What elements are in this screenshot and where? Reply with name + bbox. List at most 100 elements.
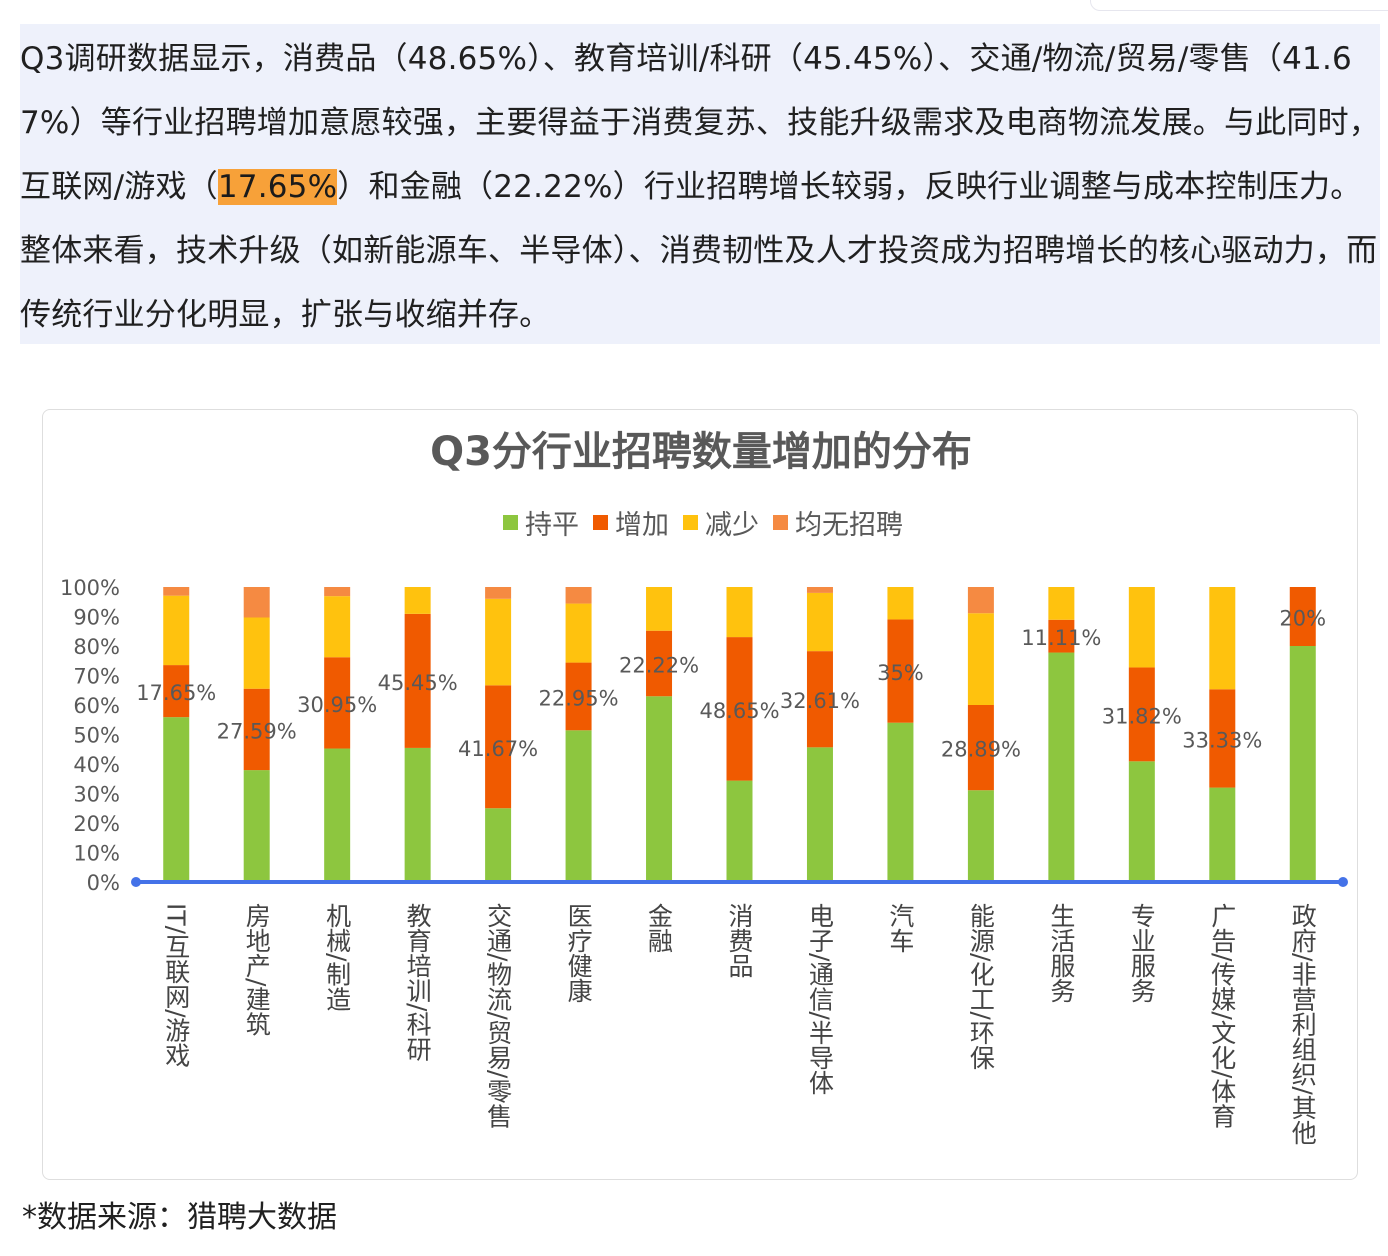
legend-swatch-2 bbox=[593, 515, 608, 530]
bar-segment-持平 bbox=[1048, 652, 1075, 882]
bar-segment-持平 bbox=[967, 790, 994, 882]
category-label: 房地产/建筑 bbox=[242, 903, 271, 1036]
y-tick-label: 30% bbox=[73, 783, 120, 807]
bar-segment-均无招聘 bbox=[565, 587, 592, 604]
bar-segment-减少 bbox=[806, 592, 833, 652]
data-label: 35% bbox=[877, 661, 924, 685]
bar-segment-均无招聘 bbox=[485, 587, 512, 599]
y-tick-label: 10% bbox=[73, 842, 120, 866]
bar-segment-减少 bbox=[726, 587, 753, 638]
bar-segment-增加 bbox=[565, 662, 592, 731]
data-label: 31.82% bbox=[1102, 704, 1182, 728]
bar-segment-减少 bbox=[565, 603, 592, 663]
category-label: 机械/制造 bbox=[323, 903, 352, 1011]
bar-segment-增加 bbox=[404, 613, 431, 748]
bar-segment-持平 bbox=[646, 696, 673, 882]
category-label: 金融 bbox=[645, 903, 674, 953]
data-source-note: *数据来源：猎聘大数据 bbox=[22, 1200, 337, 1235]
category-label: 交通/物流/贸易/零售 bbox=[484, 903, 513, 1128]
x-axis-start-dot bbox=[131, 877, 141, 887]
highlighted-value: 17.65% bbox=[217, 169, 338, 205]
bar-segment-增加 bbox=[1048, 619, 1075, 653]
bar-segment-持平 bbox=[163, 717, 190, 882]
previous-card-edge bbox=[1090, 0, 1388, 11]
data-label: 45.45% bbox=[378, 671, 458, 695]
bar-segment-增加 bbox=[1209, 689, 1236, 788]
x-axis-end-dot bbox=[1338, 877, 1348, 887]
summary-paragraph: Q3调研数据显示，消费品（48.65%）、教育培训/科研（45.45%）、交通/… bbox=[20, 24, 1380, 344]
legend-label-3: 减少 bbox=[705, 510, 759, 541]
bar-segment-持平 bbox=[565, 730, 592, 882]
legend-label-4: 均无招聘 bbox=[795, 510, 903, 541]
bar-segment-增加 bbox=[967, 705, 994, 791]
bar-segment-增加 bbox=[1128, 667, 1155, 762]
y-tick-label: 50% bbox=[73, 724, 120, 748]
bar-segment-减少 bbox=[324, 596, 351, 658]
chart-title: Q3分行业招聘数量增加的分布 bbox=[430, 429, 972, 475]
bar-segment-增加 bbox=[163, 665, 190, 718]
data-label: 17.65% bbox=[136, 681, 216, 705]
y-tick-label: 90% bbox=[73, 606, 120, 630]
chart-card: Q3分行业招聘数量增加的分布 持平 增加 减少 均无招聘 0% 10% 20% 30% 40% 50… bbox=[42, 409, 1358, 1180]
bar-segment-持平 bbox=[404, 747, 431, 882]
bar-segment-持平 bbox=[485, 808, 512, 882]
summary-text-2: ）和金融（22.22%）行业招聘增长较弱，反映行业调整与成本控制压力。整体来看，… bbox=[20, 169, 1378, 333]
y-tick-label: 60% bbox=[73, 694, 120, 718]
summary-text-1: Q3调研数据显示，消费品（48.65%）、教育培训/科研（45.45%）、交通/… bbox=[20, 41, 1380, 205]
bar-segment-减少 bbox=[1048, 587, 1075, 620]
category-label: 汽车 bbox=[886, 903, 915, 953]
data-label: 32.61% bbox=[780, 689, 860, 713]
legend-label-1: 持平 bbox=[525, 510, 579, 541]
bar-segment-增加 bbox=[646, 630, 673, 697]
bar-segment-持平 bbox=[887, 722, 914, 882]
bar-segment-持平 bbox=[1128, 761, 1155, 882]
data-label: 30.95% bbox=[297, 693, 377, 717]
bar-segment-减少 bbox=[404, 587, 431, 614]
data-label: 20% bbox=[1279, 607, 1326, 631]
y-tick-label: 80% bbox=[73, 635, 120, 659]
bar-segment-均无招聘 bbox=[163, 587, 190, 596]
legend-swatch-1 bbox=[503, 515, 518, 530]
y-tick-label: 100% bbox=[60, 576, 120, 600]
category-label: 广告/传媒/文化/体育 bbox=[1208, 903, 1237, 1128]
y-tick-label: 40% bbox=[73, 753, 120, 777]
y-tick-label: 20% bbox=[73, 812, 120, 836]
bar-segment-增加 bbox=[726, 637, 753, 781]
category-label: 专业服务 bbox=[1127, 903, 1156, 1003]
data-label: 11.11% bbox=[1021, 626, 1101, 650]
y-tick-label: 0% bbox=[87, 871, 120, 895]
bar-segment-减少 bbox=[243, 617, 270, 689]
bar-segment-减少 bbox=[1128, 587, 1155, 668]
bar-segment-均无招聘 bbox=[967, 587, 994, 614]
data-label: 22.22% bbox=[619, 653, 699, 677]
bar-segment-增加 bbox=[485, 685, 512, 809]
category-label: 政府/非营利组织/其他 bbox=[1288, 903, 1317, 1145]
category-label: 医疗健康 bbox=[564, 903, 593, 1003]
bar-segment-增加 bbox=[806, 651, 833, 748]
legend-swatch-3 bbox=[683, 515, 698, 530]
bar-segment-持平 bbox=[324, 748, 351, 882]
bar-segment-减少 bbox=[485, 598, 512, 686]
legend-swatch-4 bbox=[773, 515, 788, 530]
bar-segment-减少 bbox=[1209, 587, 1236, 690]
bar-segment-增加 bbox=[243, 688, 270, 771]
bar-segment-持平 bbox=[726, 780, 753, 882]
data-label: 27.59% bbox=[217, 719, 297, 743]
bar-segment-减少 bbox=[163, 595, 190, 666]
data-label: 48.65% bbox=[699, 699, 779, 723]
bar-segment-均无招聘 bbox=[243, 587, 270, 618]
bar-segment-持平 bbox=[1289, 646, 1316, 882]
category-label: 电子/通信/半导体 bbox=[805, 903, 834, 1095]
bar-segment-持平 bbox=[243, 770, 270, 882]
bar-segment-均无招聘 bbox=[806, 587, 833, 593]
category-label: 生活服务 bbox=[1047, 903, 1076, 1003]
data-label: 28.89% bbox=[941, 738, 1021, 762]
category-label: 能源/化工/环保 bbox=[966, 903, 995, 1070]
bar-segment-减少 bbox=[887, 587, 914, 620]
bar-segment-均无招聘 bbox=[324, 587, 351, 597]
data-label: 33.33% bbox=[1182, 728, 1262, 752]
data-label: 22.95% bbox=[539, 686, 619, 710]
category-label: IT/互联网/游戏 bbox=[162, 903, 191, 1068]
y-tick-label: 70% bbox=[73, 665, 120, 689]
bar-segment-增加 bbox=[324, 657, 351, 749]
